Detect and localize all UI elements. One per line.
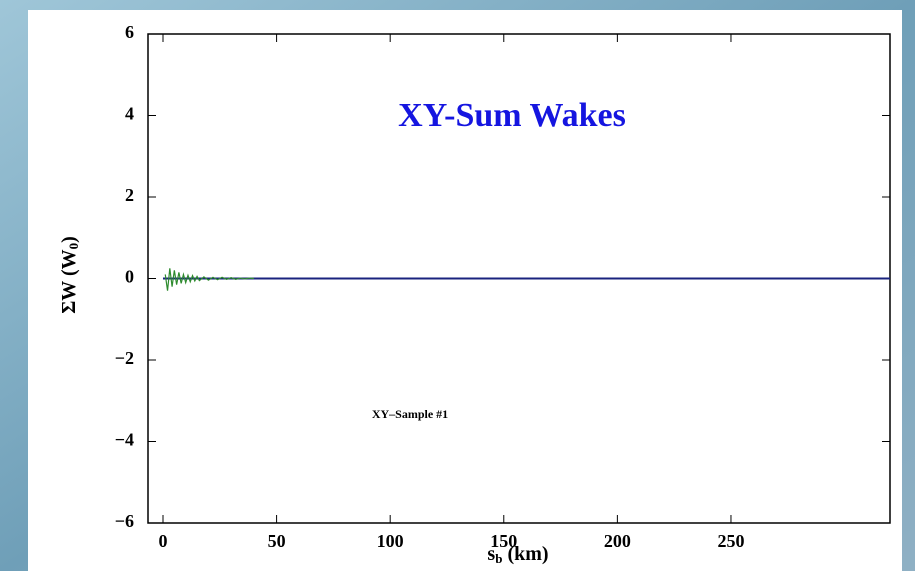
y-tick-label: 6 — [125, 22, 134, 42]
plot-panel — [28, 10, 902, 571]
x-tick-label: 50 — [268, 531, 286, 551]
y-tick-label: 2 — [125, 185, 134, 205]
y-tick-label: 0 — [125, 267, 134, 287]
y-tick-label: 4 — [125, 104, 134, 124]
x-axis-label: sb (km) — [487, 543, 548, 566]
x-tick-label: 0 — [158, 531, 167, 551]
y-axis-label: ΣW (W0) — [58, 236, 81, 314]
x-tick-label: 200 — [604, 531, 631, 551]
y-tick-label: −6 — [115, 511, 134, 531]
y-tick-label: −4 — [115, 430, 134, 450]
x-tick-label: 150 — [490, 531, 517, 551]
y-tick-label: −2 — [115, 348, 134, 368]
x-tick-label: 100 — [377, 531, 404, 551]
x-tick-label: 250 — [717, 531, 744, 551]
chart-title: XY-Sum Wakes — [398, 97, 626, 134]
series-line — [164, 268, 254, 291]
annotation: XY–Sample #1 — [372, 407, 448, 421]
